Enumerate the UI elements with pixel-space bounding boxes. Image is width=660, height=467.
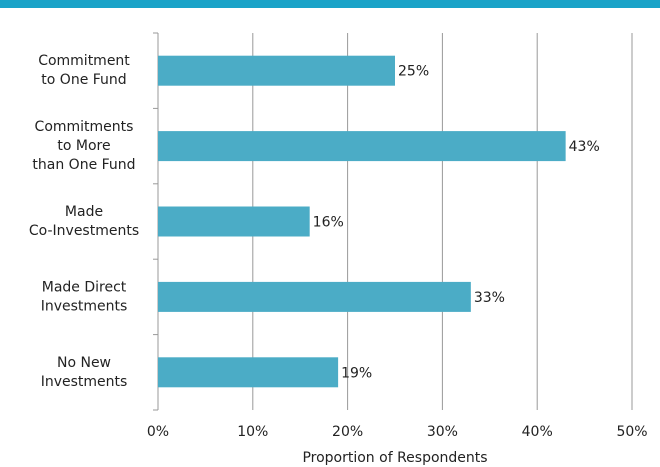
x-tick-label: 10% [237,424,268,440]
y-tick-label: Made Co-Investments [29,204,139,239]
y-tick-label: No New Investments [41,355,128,390]
bar [158,281,471,312]
x-tick-label: 30% [427,424,458,440]
data-label: 33% [474,290,505,306]
data-label: 16% [313,215,344,231]
data-label: 43% [569,139,600,155]
bar [158,131,566,162]
x-tick-label: 0% [147,424,169,440]
data-label: 19% [341,365,372,381]
header-band [0,0,660,8]
y-tick-label: Commitment to One Fund [38,53,130,88]
bar [158,55,395,86]
x-axis-title: Proportion of Respondents [302,450,487,466]
x-tick-label: 40% [522,424,553,440]
bar [158,357,339,388]
bar [158,206,310,237]
data-label: 25% [398,64,429,80]
x-tick-label: 50% [616,424,647,440]
y-tick-label: Made Direct Investments [41,279,128,314]
y-tick-label: Commitments to More than One Fund [32,119,135,173]
x-tick-label: 20% [332,424,363,440]
